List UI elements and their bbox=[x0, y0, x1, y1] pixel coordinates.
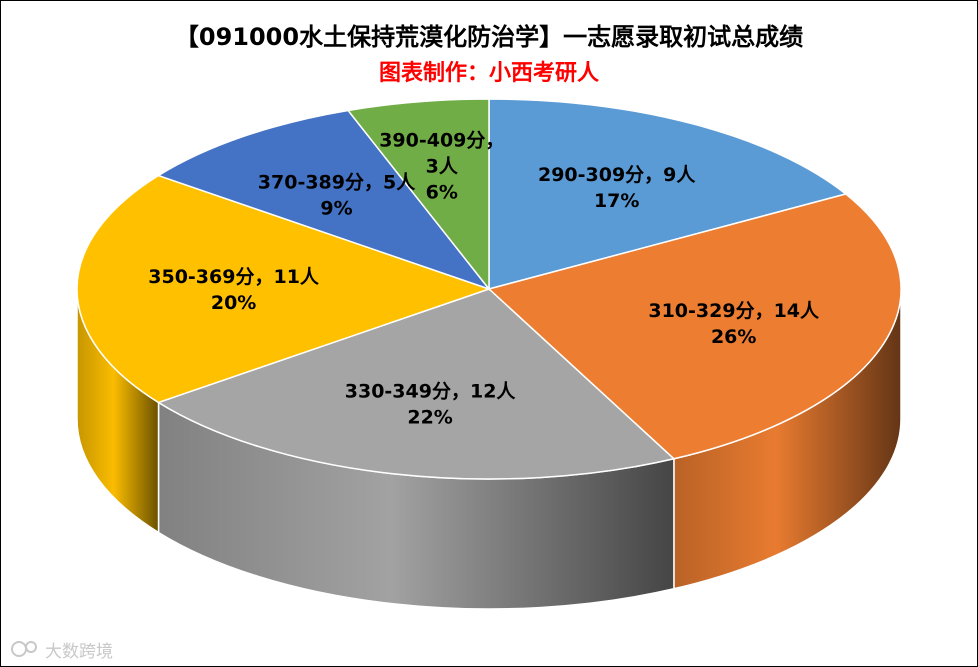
slice-label-2: 310-329分，14人 26% bbox=[648, 300, 820, 348]
watermark: 大数跨境 bbox=[11, 641, 113, 662]
pie-slice-3 bbox=[156, 288, 676, 480]
slice-label-4: 350-369分，11人 20% bbox=[148, 266, 320, 314]
slice-label-5: 370-389分，5人 9% bbox=[258, 172, 416, 220]
pie-label-layer: 290-309分，9人 17% 310-329分，14人 26% 330-349分，12… bbox=[148, 130, 820, 429]
pie-top-layer bbox=[76, 98, 902, 480]
pie-slice-6 bbox=[346, 98, 490, 292]
pie-side-layer bbox=[76, 288, 902, 610]
pie-slice-5 bbox=[156, 109, 492, 291]
slice-label-3: 330-349分，12人 22% bbox=[345, 381, 517, 429]
chart-title: 【091000水土保持荒漠化防治学】一志愿录取初试总成绩 bbox=[175, 23, 803, 51]
pie-slice-1 bbox=[488, 98, 848, 290]
pie-slice-4 bbox=[76, 174, 492, 404]
slice-label-6: 390-409分， 3人 6% bbox=[379, 130, 504, 204]
watermark-text: 大数跨境 bbox=[45, 642, 113, 662]
watermark-logo-icon bbox=[11, 641, 37, 657]
slice-label-1: 290-309分，9人 17% bbox=[538, 164, 696, 212]
pie-slice-2 bbox=[487, 193, 902, 460]
chart-subtitle: 图表制作：小西考研人 bbox=[379, 61, 599, 86]
